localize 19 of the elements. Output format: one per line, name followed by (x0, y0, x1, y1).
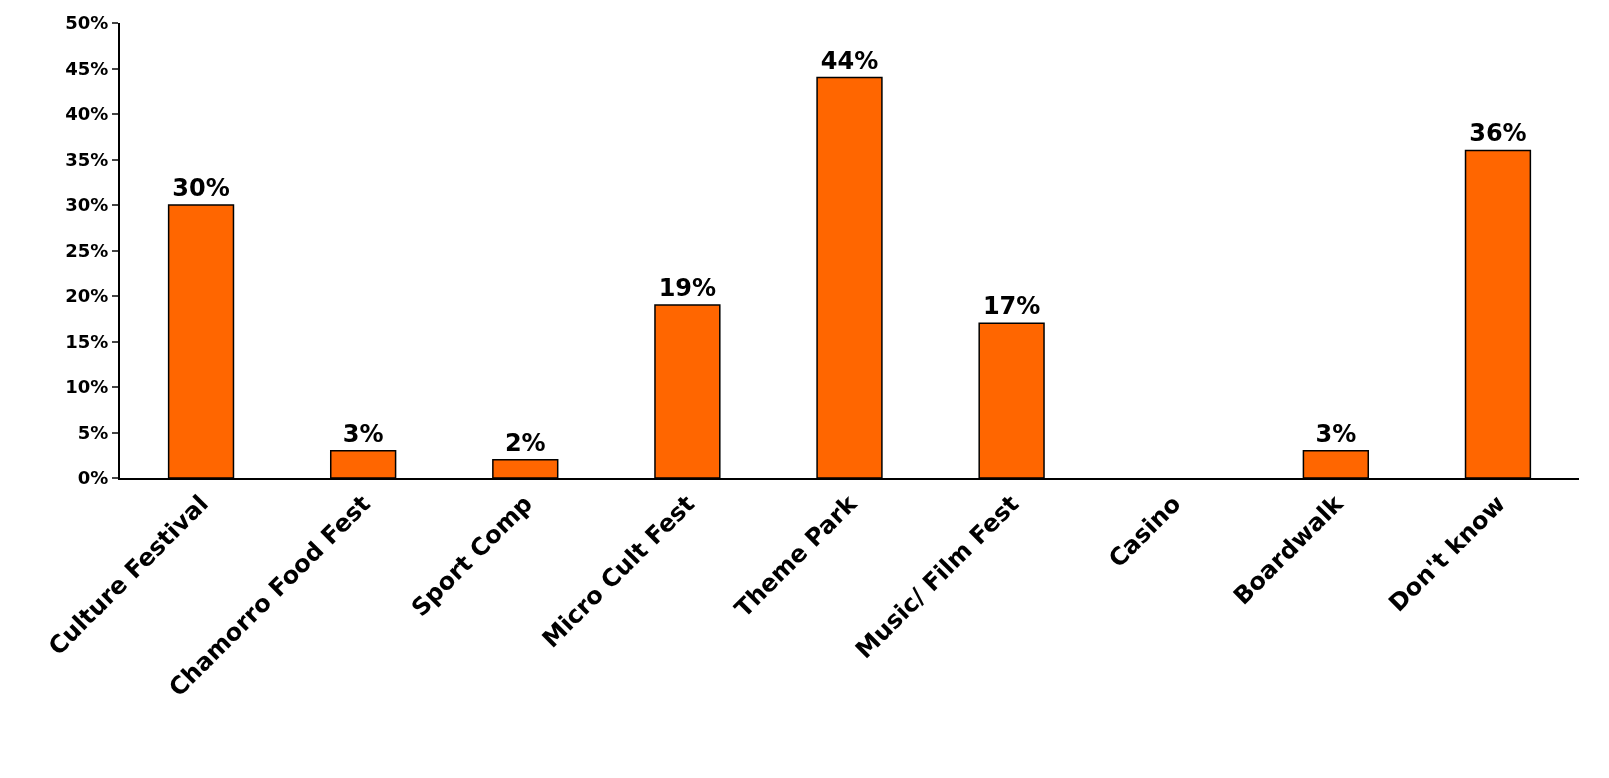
y-tick-label: 15% (65, 330, 109, 352)
data-label: 2% (504, 428, 546, 457)
y-tick-label: 35% (65, 148, 109, 170)
data-label: 19% (658, 274, 717, 303)
y-tick-label: 45% (65, 57, 109, 79)
data-label: 3% (342, 419, 384, 448)
y-tick-label: 40% (65, 103, 109, 125)
y-tick-label: 50% (65, 12, 109, 34)
data-label: 3% (1315, 419, 1357, 448)
y-tick-label: 25% (65, 239, 109, 261)
data-label: 36% (1469, 119, 1527, 148)
y-tick-label: 30% (65, 194, 109, 216)
data-label: 44% (820, 46, 879, 75)
y-tick-label: 10% (65, 376, 109, 398)
data-label: 30% (172, 174, 230, 202)
y-tick-label: 0% (77, 467, 109, 489)
y-tick-label: 20% (65, 285, 109, 307)
data-label: 17% (982, 292, 1041, 321)
y-tick-label: 5% (77, 421, 109, 443)
